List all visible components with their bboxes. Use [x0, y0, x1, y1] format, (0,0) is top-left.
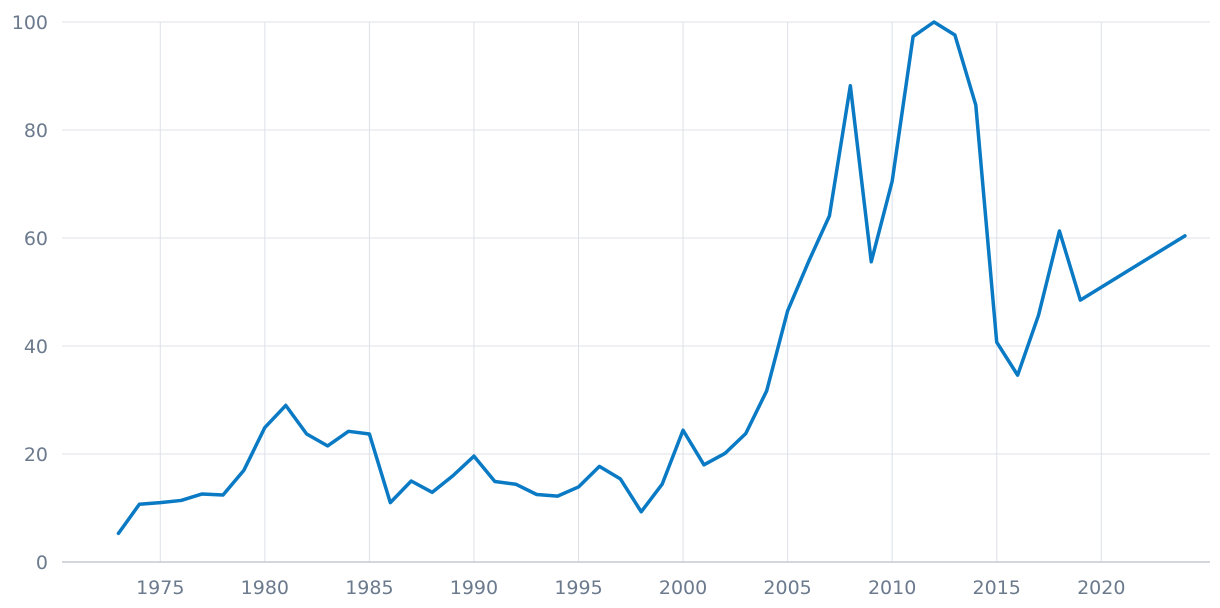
x-tick-label: 2020	[1077, 577, 1125, 599]
y-tick-label: 100	[12, 12, 48, 34]
series-line	[116, 20, 1187, 536]
y-tick-label: 0	[36, 552, 48, 574]
y-tick-label: 40	[24, 336, 48, 358]
tick-labels: 0 20 40 60 80 100 1975 1980 1985 1990 1995 2000 2005…	[12, 12, 1126, 599]
x-tick-label: 1995	[554, 577, 602, 599]
x-tick-label: 2000	[659, 577, 707, 599]
y-tick-label: 60	[24, 228, 48, 250]
x-tick-label: 1975	[136, 577, 184, 599]
x-tick-label: 2015	[973, 577, 1021, 599]
x-tick-label: 1980	[241, 577, 289, 599]
x-tick-label: 2010	[868, 577, 916, 599]
x-tick-label: 1985	[345, 577, 393, 599]
x-tick-label: 2005	[763, 577, 811, 599]
series-layer	[116, 20, 1187, 536]
y-tick-label: 80	[24, 120, 48, 142]
y-tick-label: 20	[24, 444, 48, 466]
grid-lines	[62, 21, 1210, 562]
x-tick-label: 1990	[450, 577, 498, 599]
